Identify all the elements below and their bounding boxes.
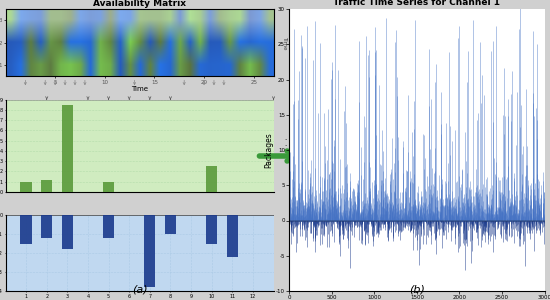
Text: (b): (b) xyxy=(409,284,425,294)
Bar xyxy=(62,215,73,250)
Y-axis label: Packages: Packages xyxy=(265,132,273,168)
Text: Time: Time xyxy=(282,36,287,49)
Bar xyxy=(206,166,217,192)
Bar xyxy=(20,182,32,192)
Text: (a): (a) xyxy=(131,284,147,294)
Bar xyxy=(227,215,238,257)
Bar xyxy=(41,180,52,192)
Bar xyxy=(103,182,114,192)
Bar xyxy=(103,215,114,238)
Text: ·
·
·: · · · xyxy=(284,137,287,155)
Bar xyxy=(165,215,176,234)
Title: Traffic Time Series for Channel 1: Traffic Time Series for Channel 1 xyxy=(333,0,500,7)
Bar xyxy=(62,105,73,192)
X-axis label: Time: Time xyxy=(131,86,148,92)
Bar xyxy=(206,215,217,244)
Bar xyxy=(41,215,52,238)
Bar xyxy=(144,215,156,287)
Bar xyxy=(20,215,32,244)
Title: Availability Matrix: Availability Matrix xyxy=(93,0,186,8)
